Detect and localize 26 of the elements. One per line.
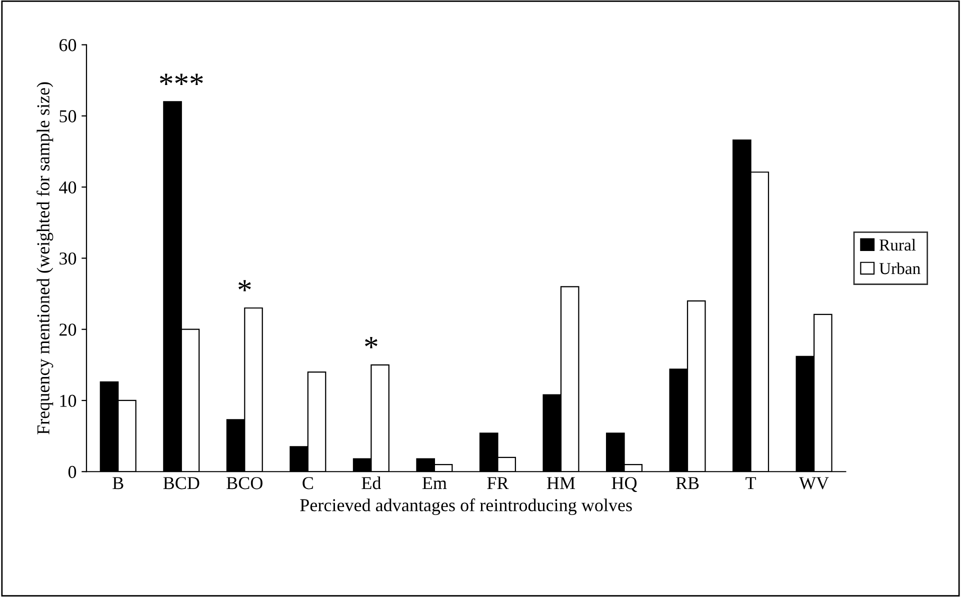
x-tick-label: Em bbox=[422, 477, 447, 490]
x-tick-label: Ed bbox=[362, 476, 381, 490]
annotation: *** bbox=[160, 74, 203, 85]
annotation: * bbox=[365, 337, 378, 348]
x-tick-label: C bbox=[302, 477, 313, 490]
y-tick-label: 0 bbox=[68, 466, 76, 478]
x-tick-label: FR bbox=[487, 477, 509, 490]
x-tick-label: HM bbox=[546, 477, 575, 490]
x-axis-title: Percieved advantages of reintroducing wolves bbox=[300, 498, 632, 516]
x-tick-label: WV bbox=[799, 477, 829, 490]
x-tick-label: BCO bbox=[226, 477, 262, 490]
annotation: * bbox=[238, 280, 251, 292]
y-tick-label: 20 bbox=[60, 324, 76, 336]
x-tick-label: HQ bbox=[612, 477, 637, 492]
x-tick-label: BCD bbox=[163, 477, 200, 490]
x-tick-label: B bbox=[112, 477, 124, 490]
y-tick-label: 40 bbox=[59, 181, 76, 194]
x-tick-label: RB bbox=[676, 477, 699, 490]
legend-label: Rural bbox=[879, 238, 916, 251]
y-tick-label: 50 bbox=[60, 110, 76, 122]
legend-label: Urban bbox=[879, 262, 920, 274]
x-tick-label: T bbox=[746, 477, 756, 490]
y-tick-label: 60 bbox=[59, 39, 76, 52]
y-axis-title: Frequency mentioned (weighted for sample size) bbox=[36, 82, 54, 434]
y-tick-label: 30 bbox=[60, 252, 76, 265]
y-tick-label: 10 bbox=[60, 394, 76, 407]
